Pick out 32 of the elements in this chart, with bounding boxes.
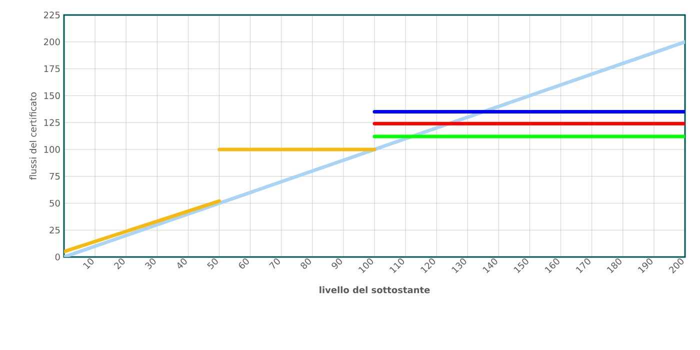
x-tick-label: 90 [332,258,342,270]
y-tick-label: 100 [44,146,60,153]
x-tick-label: 20 [114,258,125,270]
y-axis-title: flussi del certificato [29,92,36,180]
x-tick-label: 160 [544,258,560,274]
x-tick-label: 80 [300,258,311,269]
y-tick-label: 200 [44,38,60,46]
x-tick-label: 110 [390,258,404,274]
x-tick-label: 100 [358,258,373,274]
y-tick-label: 150 [44,92,60,100]
y-tick-label: 125 [44,119,60,126]
x-tick-label: 50 [207,258,218,270]
x-tick-label: 120 [420,258,436,274]
y-tick-label: 175 [44,65,60,72]
x-tick-label: 70 [268,258,280,269]
x-tick-label: 130 [452,258,466,274]
x-tick-label: 200 [668,258,684,274]
x-tick-label: 150 [514,258,528,274]
y-tick-label: 0 [55,254,60,260]
x-tick-label: 40 [178,258,187,268]
y-tick-label: 225 [44,12,60,18]
x-tick-label: 30 [144,258,156,270]
x-tick-label: 170 [576,258,590,274]
x-tick-label: 180 [606,258,622,274]
y-tick-label: 50 [50,200,60,207]
x-tick-label: 60 [238,258,249,269]
x-axis-title: livello del sottostante [320,286,430,294]
y-tick-label: 25 [50,226,60,234]
y-tick-label: 75 [50,172,60,180]
x-tick-label: 140 [482,258,498,274]
x-tick-label: 190 [638,258,652,274]
x-tick-label: 10 [83,258,94,270]
